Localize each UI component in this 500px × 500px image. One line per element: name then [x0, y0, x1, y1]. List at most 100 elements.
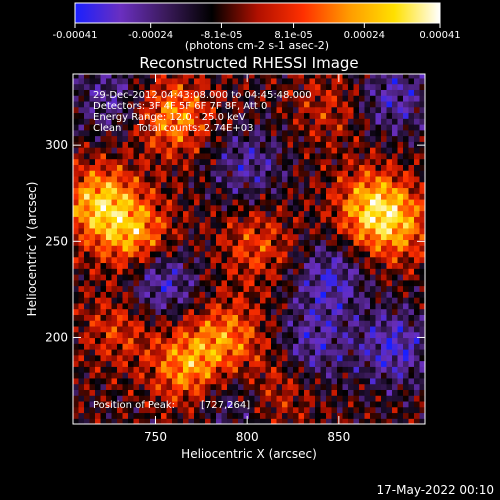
heatmap-cell — [155, 106, 162, 114]
heatmap-cell — [133, 406, 140, 414]
heatmap-cell — [139, 147, 146, 154]
heatmap-cell — [342, 366, 349, 373]
heatmap-cell — [89, 204, 96, 212]
heatmap-cell — [392, 400, 399, 408]
heatmap-cell — [287, 274, 294, 281]
heatmap-cell — [375, 158, 382, 165]
heatmap-cell — [106, 314, 113, 321]
heatmap-cell — [337, 187, 344, 194]
heatmap-cell — [375, 274, 382, 281]
heatmap-cell — [293, 74, 300, 79]
heatmap-cell — [403, 222, 410, 229]
heatmap-cell — [210, 250, 217, 258]
heatmap-cell — [111, 372, 118, 379]
heatmap-cell — [161, 325, 168, 333]
heatmap-cell — [144, 400, 151, 408]
heatmap-cell — [392, 250, 399, 258]
heatmap-cell — [106, 268, 113, 275]
heatmap-cell — [95, 222, 102, 229]
heatmap-cell — [287, 262, 294, 269]
heatmap-cell — [320, 400, 327, 408]
heatmap-cell — [89, 95, 96, 102]
heatmap-cell — [337, 204, 344, 212]
heatmap-cell — [298, 204, 305, 212]
heatmap-cell — [287, 377, 294, 385]
heatmap-cell — [221, 314, 228, 321]
heatmap-cell — [408, 170, 415, 177]
heatmap-cell — [133, 216, 140, 223]
heatmap-cell — [309, 349, 316, 356]
heatmap-cell — [128, 400, 135, 408]
heatmap-cell — [161, 147, 168, 154]
heatmap-cell — [161, 372, 168, 379]
heatmap-cell — [282, 89, 289, 96]
heatmap-cell — [210, 412, 217, 419]
heatmap-cell — [95, 175, 102, 183]
heatmap-cell — [298, 112, 305, 119]
heatmap-cell — [177, 302, 184, 310]
heatmap-cell — [381, 112, 388, 119]
heatmap-cell — [287, 77, 294, 85]
heatmap-cell — [419, 129, 425, 137]
heatmap-cell — [183, 245, 190, 252]
heatmap-cell — [397, 412, 404, 419]
heatmap-cell — [177, 147, 184, 154]
heatmap-cell — [238, 187, 245, 194]
heatmap-cell — [381, 124, 388, 131]
heatmap-cell — [210, 118, 217, 125]
heatmap-cell — [353, 100, 360, 108]
heatmap-cell — [370, 89, 377, 96]
heatmap-cell — [194, 297, 201, 304]
heatmap-cell — [106, 106, 113, 114]
heatmap-cell — [397, 100, 404, 108]
heatmap-cell — [309, 227, 316, 235]
heatmap-cell — [271, 77, 278, 85]
heatmap-cell — [155, 366, 162, 373]
heatmap-cell — [298, 152, 305, 160]
heatmap-cell — [260, 366, 267, 373]
heatmap-cell — [122, 210, 129, 217]
heatmap-cell — [172, 74, 179, 79]
heatmap-cell — [172, 193, 179, 200]
heatmap-cell — [117, 124, 124, 131]
heatmap-cell — [309, 106, 316, 114]
heatmap-cell — [89, 77, 96, 85]
heatmap-cell — [326, 285, 333, 292]
heatmap-cell — [293, 204, 300, 212]
heatmap-cell — [106, 181, 113, 189]
heatmap-cell — [260, 95, 267, 102]
heatmap-cell — [381, 349, 388, 356]
heatmap-cell — [73, 377, 80, 385]
heatmap-cell — [95, 297, 102, 304]
heatmap-cell — [172, 233, 179, 240]
heatmap-cell — [205, 95, 212, 102]
heatmap-cell — [210, 135, 217, 142]
heatmap-cell — [84, 337, 91, 344]
heatmap-cell — [304, 349, 311, 356]
heatmap-cell — [265, 112, 272, 119]
heatmap-cell — [133, 331, 140, 339]
heatmap-cell — [254, 412, 261, 419]
heatmap-cell — [309, 274, 316, 281]
heatmap-cell — [315, 360, 322, 367]
heatmap-cell — [304, 158, 311, 165]
heatmap-cell — [403, 274, 410, 281]
heatmap-cell — [111, 377, 118, 385]
heatmap-cell — [177, 164, 184, 171]
heatmap-cell — [243, 83, 250, 90]
footer-date: 17-May-2022 00:10 — [377, 483, 494, 497]
heatmap-cell — [128, 175, 135, 183]
heatmap-cell — [161, 112, 168, 119]
heatmap-cell — [122, 262, 129, 269]
heatmap-cell — [408, 354, 415, 362]
heatmap-cell — [298, 302, 305, 310]
heatmap-cell — [194, 331, 201, 339]
heatmap-cell — [364, 343, 371, 350]
heatmap-cell — [221, 383, 228, 390]
heatmap-cell — [216, 349, 223, 356]
heatmap-cell — [386, 331, 393, 339]
heatmap-cell — [183, 141, 190, 148]
heatmap-cell — [353, 320, 360, 327]
heatmap-cell — [78, 308, 85, 315]
heatmap-cell — [95, 262, 102, 269]
